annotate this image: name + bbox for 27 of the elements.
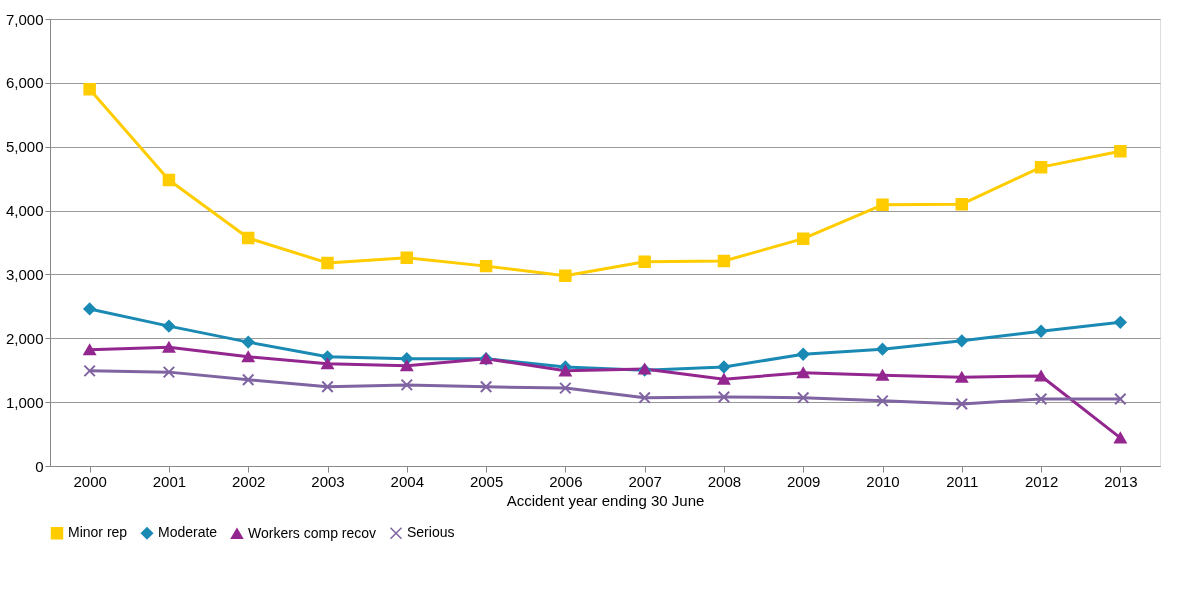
x-tick-label: 2006 [549,472,583,490]
legend-label: Workers comp recov [248,524,377,541]
x-tick-label: 2008 [707,472,742,490]
x-tick-label: 2011 [946,472,979,490]
y-tick-label: 2,000 [5,329,44,347]
x-tick-label: 2013 [1104,472,1138,490]
x-tick-label: 2004 [390,472,424,490]
x-axis-title: Accident year ending 30 June [506,491,705,509]
x-tick-label: 2002 [232,472,266,490]
y-tick-label: 6,000 [5,74,44,92]
y-tick-label: 7,000 [5,10,44,28]
x-tick-label: 2005 [469,472,504,490]
y-tick-label: 5,000 [5,138,44,156]
legend-label: Serious [407,524,455,541]
x-tick-label: 2010 [866,472,900,490]
y-tick-label: 3,000 [5,265,44,283]
x-tick-label: 2001 [152,472,187,490]
y-tick-label: 4,000 [5,202,44,220]
y-tick-label: 0 [35,457,44,475]
x-tick-label: 2012 [1024,472,1059,490]
x-tick-label: 2009 [787,472,821,490]
legend-label: Minor rep [68,524,128,541]
x-tick-label: 2003 [311,472,345,490]
x-tick-label: 2000 [73,472,107,490]
y-tick-label: 1,000 [5,393,44,411]
legend-label: Moderate [158,524,218,541]
x-tick-label: 2007 [628,472,662,490]
